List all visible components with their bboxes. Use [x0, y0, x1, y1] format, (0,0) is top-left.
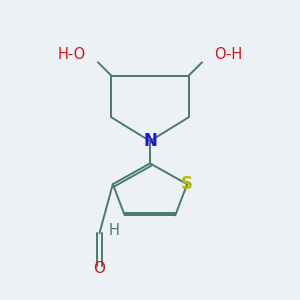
Text: O: O: [94, 261, 106, 276]
Text: O-H: O-H: [214, 47, 242, 62]
Text: N: N: [143, 132, 157, 150]
Text: S: S: [181, 175, 193, 193]
Text: H-O: H-O: [58, 47, 86, 62]
Text: H: H: [109, 223, 120, 238]
